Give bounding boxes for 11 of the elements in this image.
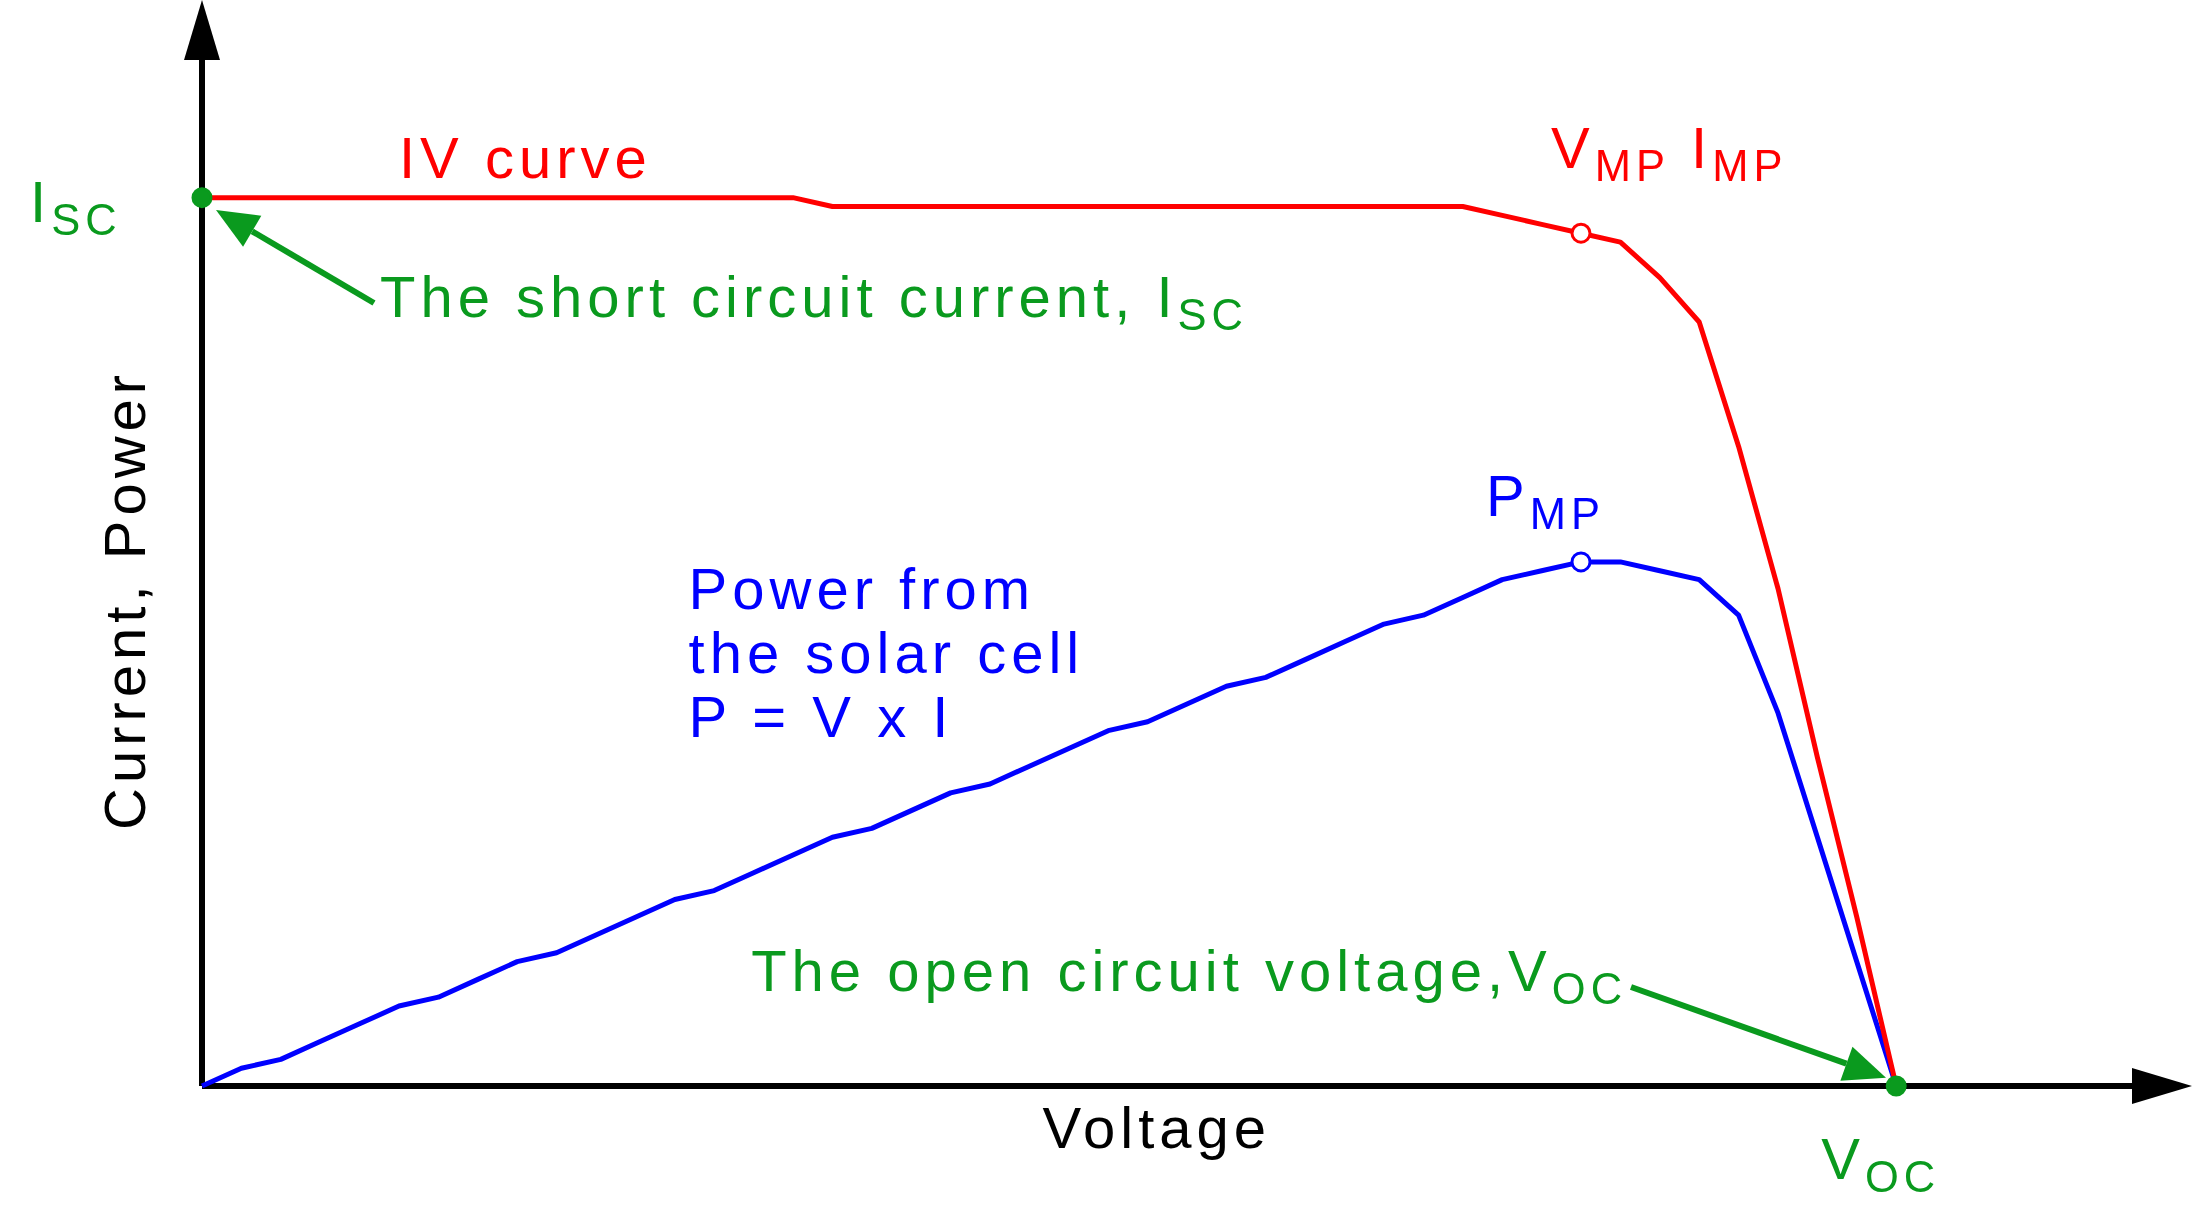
x-axis-title: Voltage <box>1042 1095 1272 1160</box>
text: V$_{MP}$ I$_{MP}$ <box>1551 114 1788 191</box>
annotation: P$_{MP}$ <box>1486 463 1605 540</box>
annotation: The open circuit voltage,V$_{OC}$ <box>751 937 1628 1014</box>
series-label: Power from the solar cell P = V x I <box>688 556 1085 749</box>
text: I$_{SC}$ <box>30 169 122 246</box>
annotation: The short circuit current, I$_{SC}$ <box>380 264 1248 341</box>
y-axis-title: Current, Power <box>92 369 158 830</box>
series-label: IV curve <box>399 124 652 190</box>
text: V$_{OC}$ <box>1821 1125 1941 1202</box>
point <box>1570 551 1592 573</box>
